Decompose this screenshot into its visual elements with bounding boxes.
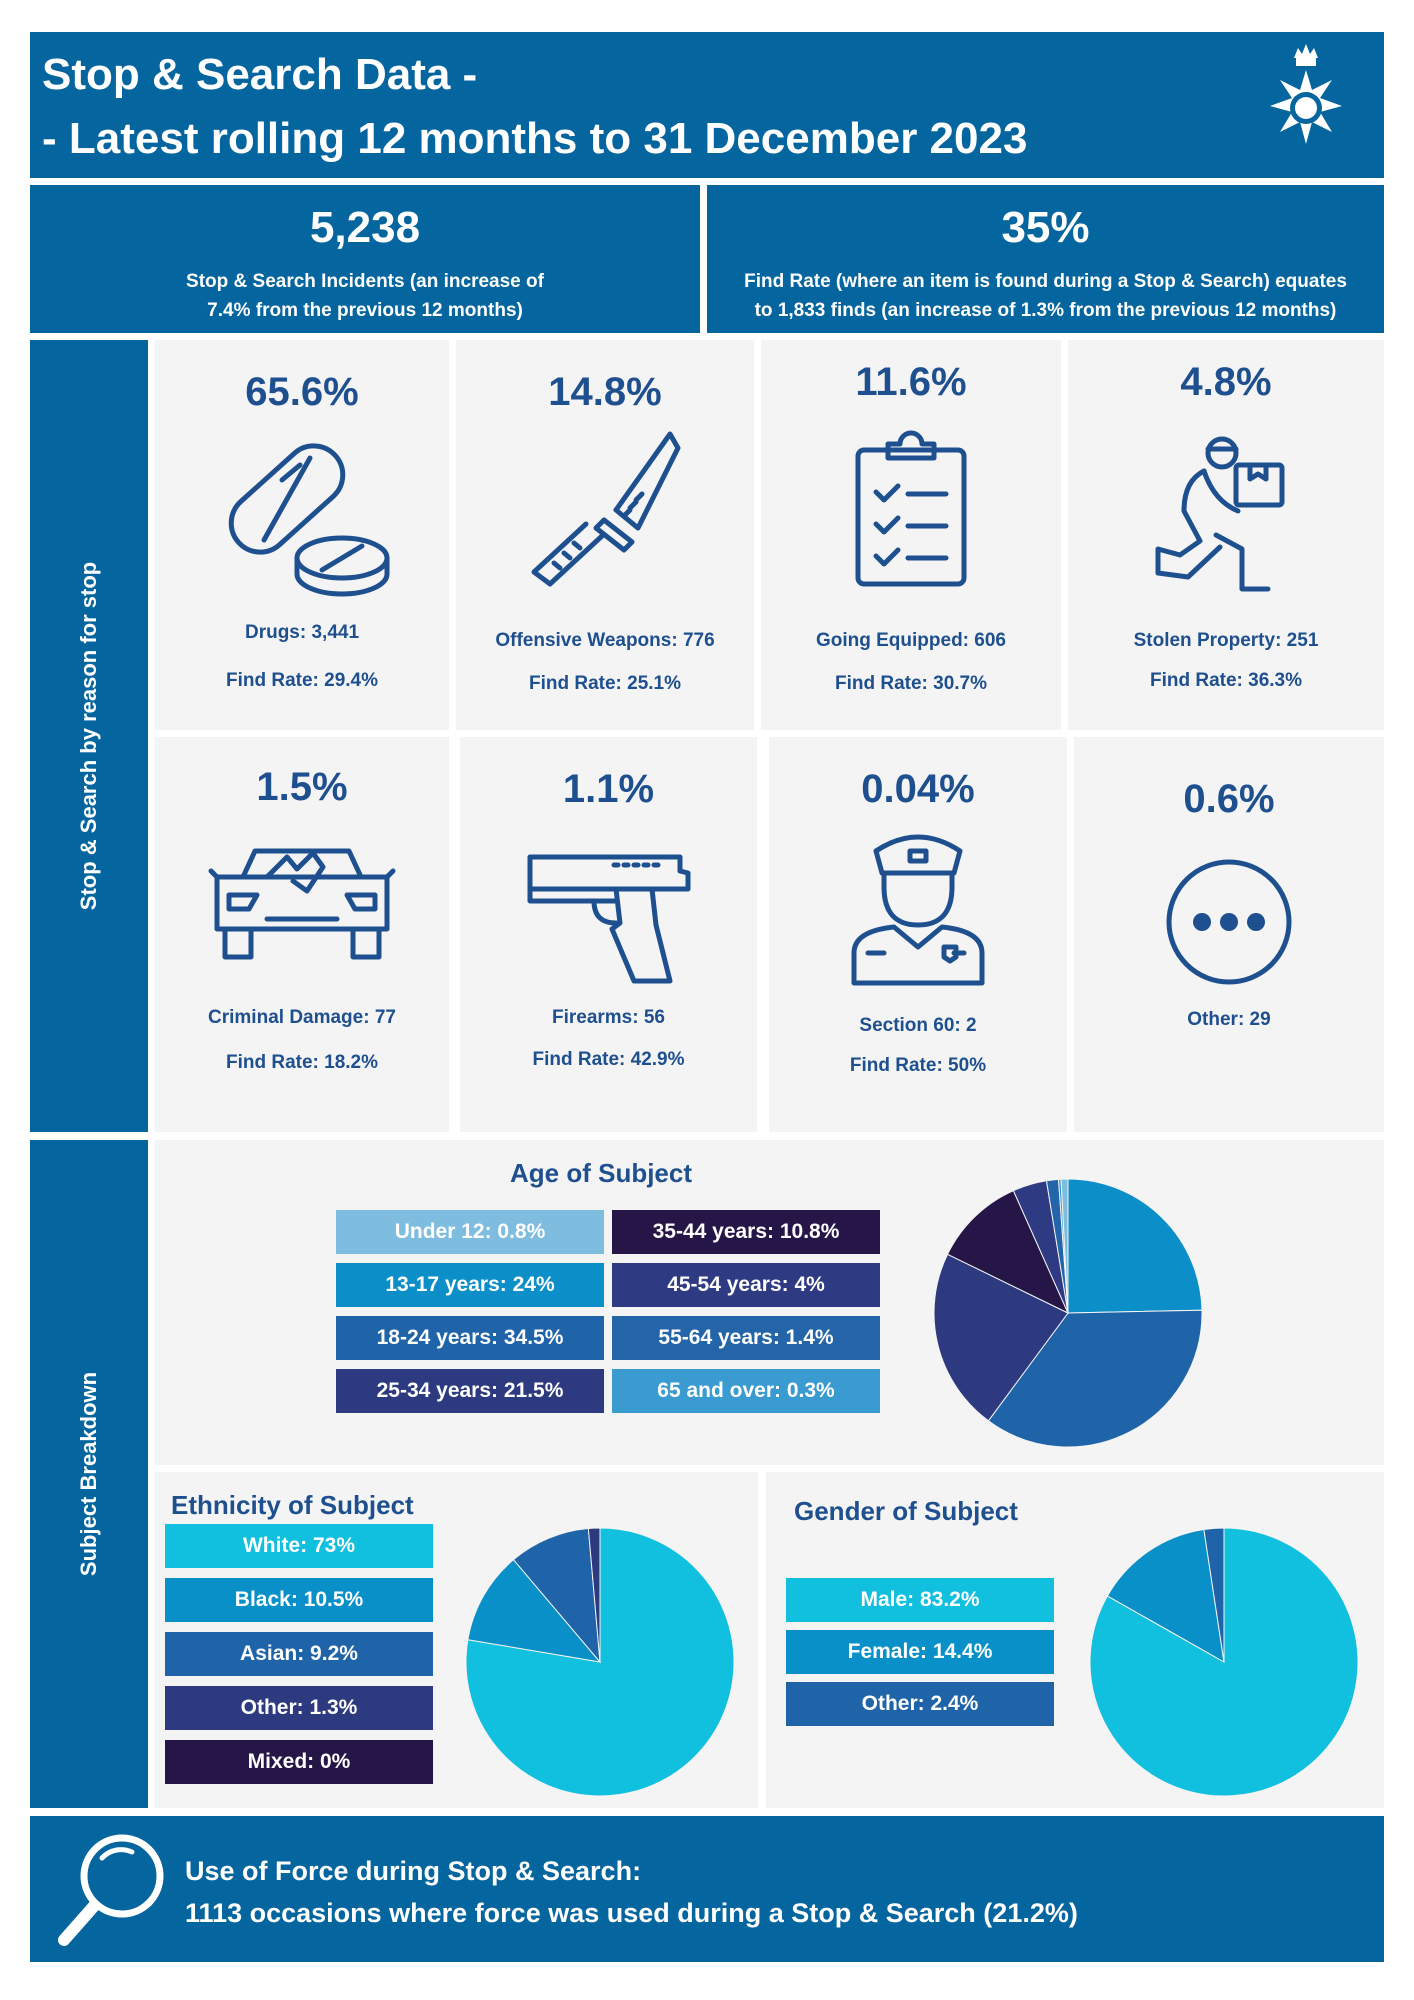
gun-icon bbox=[527, 854, 690, 984]
pie-slice-18-24-years bbox=[987, 1309, 1203, 1448]
age-pie-chart bbox=[933, 1178, 1203, 1448]
find-rate-description: Find Rate (where an item is found during… bbox=[716, 267, 1376, 325]
legend-item: 55-64 years: 1.4% bbox=[612, 1316, 880, 1360]
reason-percent: 0.6% bbox=[1183, 777, 1275, 821]
pie-slice-25-34-years bbox=[933, 1253, 1069, 1422]
reason-tile-section-60: 0.04% Section 60: 2 Find Rate: 50% bbox=[769, 737, 1067, 1132]
legend-item: Mixed: 0% bbox=[165, 1740, 433, 1784]
reasons-side-panel: Stop & Search by reason for stop bbox=[30, 340, 148, 1132]
ethnicity-title: Ethnicity of Subject bbox=[171, 1490, 414, 1520]
gender-panel: Gender of Subject Male: 83.2% Female: 14.… bbox=[766, 1472, 1384, 1808]
use-of-force-heading: Use of Force during Stop & Search: bbox=[185, 1856, 642, 1886]
reason-tile-drugs: 65.6% Drugs: 3,441 Find Rate: 29.4% bbox=[155, 340, 449, 730]
clipboard-icon bbox=[855, 430, 967, 587]
reason-label: Going Equipped: 606 bbox=[815, 630, 1006, 651]
reason-percent: 65.6% bbox=[245, 370, 359, 414]
incidents-desc-line-2: 7.4% from the previous 12 months) bbox=[207, 300, 523, 321]
magnifier-icon bbox=[58, 1834, 164, 1946]
incidents-value: 5,238 bbox=[309, 203, 421, 252]
use-of-force-banner: Use of Force during Stop & Search: 1113 … bbox=[30, 1816, 1384, 1962]
reason-label: Stolen Property: 251 bbox=[1133, 630, 1319, 651]
reason-find-rate: Find Rate: 42.9% bbox=[532, 1049, 685, 1070]
reason-percent: 14.8% bbox=[548, 370, 662, 414]
reason-find-rate: Find Rate: 36.3% bbox=[1149, 670, 1303, 691]
gender-title: Gender of Subject bbox=[794, 1496, 1018, 1526]
reason-percent: 0.04% bbox=[861, 767, 975, 811]
pie-slice-13-17-years bbox=[1067, 1178, 1203, 1314]
reason-label: Drugs: 3,441 bbox=[244, 622, 360, 643]
breakdown-side-panel: Subject Breakdown bbox=[30, 1140, 148, 1808]
legend-item: 65 and over: 0.3% bbox=[612, 1369, 880, 1413]
reason-percent: 4.8% bbox=[1180, 360, 1272, 404]
reason-label: Section 60: 2 bbox=[859, 1015, 977, 1036]
page-title-line-2: - Latest rolling 12 months to 31 Decembe… bbox=[42, 114, 1028, 163]
gender-pie-chart bbox=[1089, 1527, 1359, 1797]
incidents-description: Stop & Search Incidents (an increase of … bbox=[155, 267, 575, 325]
reason-find-rate: Find Rate: 50% bbox=[849, 1055, 987, 1076]
legend-item: Female: 14.4% bbox=[786, 1630, 1054, 1674]
pills-icon bbox=[228, 443, 390, 597]
find-rate-summary: 35% Find Rate (where an item is found du… bbox=[707, 185, 1384, 333]
legend-item: Other: 2.4% bbox=[786, 1682, 1054, 1726]
breakdown-side-label: Subject Breakdown bbox=[76, 1371, 101, 1577]
reason-tile-offensive-weapons: 14.8% Offensive Weapons: 776 Find Rate: … bbox=[456, 340, 754, 730]
legend-item: Male: 83.2% bbox=[786, 1578, 1054, 1622]
pie-slice-female bbox=[1106, 1528, 1225, 1663]
legend-item: Other: 1.3% bbox=[165, 1686, 433, 1730]
pie-slice-black bbox=[467, 1558, 602, 1663]
incidents-summary: 5,238 Stop & Search Incidents (an increa… bbox=[30, 185, 700, 333]
reason-tile-going-equipped: 11.6% Going Equipped: 606 Find Rate: 30.… bbox=[761, 340, 1061, 730]
use-of-force-detail: 1113 occasions where force was used duri… bbox=[185, 1898, 1078, 1928]
police-officer-icon bbox=[851, 834, 985, 986]
age-panel: Age of Subject Under 12: 0.8% 13-17 years… bbox=[155, 1140, 1384, 1465]
surrey-police-logo-icon bbox=[1270, 44, 1342, 144]
reason-percent: 1.5% bbox=[256, 765, 348, 809]
find-rate-desc-line-1: Find Rate (where an item is found during… bbox=[744, 271, 1347, 292]
damaged-car-icon bbox=[208, 848, 396, 960]
reason-tile-criminal-damage: 1.5% Criminal Damage: 77 Find Rate: 18.2… bbox=[155, 737, 449, 1132]
legend-item: Asian: 9.2% bbox=[165, 1632, 433, 1676]
reason-find-rate: Find Rate: 30.7% bbox=[834, 673, 988, 694]
reason-label: Other: 29 bbox=[1187, 1009, 1271, 1030]
legend-item: 18-24 years: 34.5% bbox=[336, 1316, 604, 1360]
pie-slice-35-44-years bbox=[946, 1189, 1070, 1315]
ethnicity-pie-chart bbox=[465, 1527, 735, 1797]
knife-icon bbox=[531, 431, 681, 587]
legend-item: White: 73% bbox=[165, 1524, 433, 1568]
reason-tile-other: 0.6% Other: 29 bbox=[1074, 737, 1384, 1132]
more-icon bbox=[1166, 859, 1292, 985]
thief-icon bbox=[1155, 436, 1285, 592]
legend-item: 35-44 years: 10.8% bbox=[612, 1210, 880, 1254]
page-title-line-1: Stop & Search Data - bbox=[42, 50, 478, 99]
reason-find-rate: Find Rate: 25.1% bbox=[528, 673, 682, 694]
ethnicity-panel: Ethnicity of Subject White: 73% Black: 10… bbox=[155, 1472, 758, 1808]
reason-label: Criminal Damage: 77 bbox=[208, 1007, 396, 1028]
reason-tile-stolen-property: 4.8% Stolen Property: 251 Find Rate: 36.… bbox=[1068, 340, 1384, 730]
pie-slice-other bbox=[1203, 1527, 1225, 1663]
reason-find-rate: Find Rate: 18.2% bbox=[225, 1052, 379, 1073]
find-rate-desc-line-2: to 1,833 finds (an increase of 1.3% from… bbox=[754, 300, 1337, 321]
legend-item: Black: 10.5% bbox=[165, 1578, 433, 1622]
reason-label: Firearms: 56 bbox=[551, 1007, 665, 1028]
reason-percent: 1.1% bbox=[562, 767, 655, 811]
reason-find-rate: Find Rate: 29.4% bbox=[225, 670, 379, 691]
reason-percent: 11.6% bbox=[855, 360, 967, 404]
pie-slice-asian bbox=[512, 1527, 601, 1664]
incidents-desc-line-1: Stop & Search Incidents (an increase of bbox=[186, 271, 544, 292]
legend-item: 25-34 years: 21.5% bbox=[336, 1369, 604, 1413]
pie-slice-under-12 bbox=[1060, 1178, 1069, 1314]
legend-item: Under 12: 0.8% bbox=[336, 1210, 604, 1254]
legend-item: 45-54 years: 4% bbox=[612, 1263, 880, 1307]
title-banner: Stop & Search Data - - Latest rolling 12… bbox=[30, 32, 1384, 178]
age-title: Age of Subject bbox=[510, 1158, 693, 1188]
find-rate-value: 35% bbox=[1001, 203, 1090, 252]
legend-item: 13-17 years: 24% bbox=[336, 1263, 604, 1307]
pie-slice-other bbox=[587, 1527, 601, 1663]
reason-tile-firearms: 1.1% Firearms: 56 Find Rate: 42.9% bbox=[460, 737, 757, 1132]
reason-label: Offensive Weapons: 776 bbox=[495, 630, 715, 651]
reasons-side-label: Stop & Search by reason for stop bbox=[76, 561, 101, 911]
